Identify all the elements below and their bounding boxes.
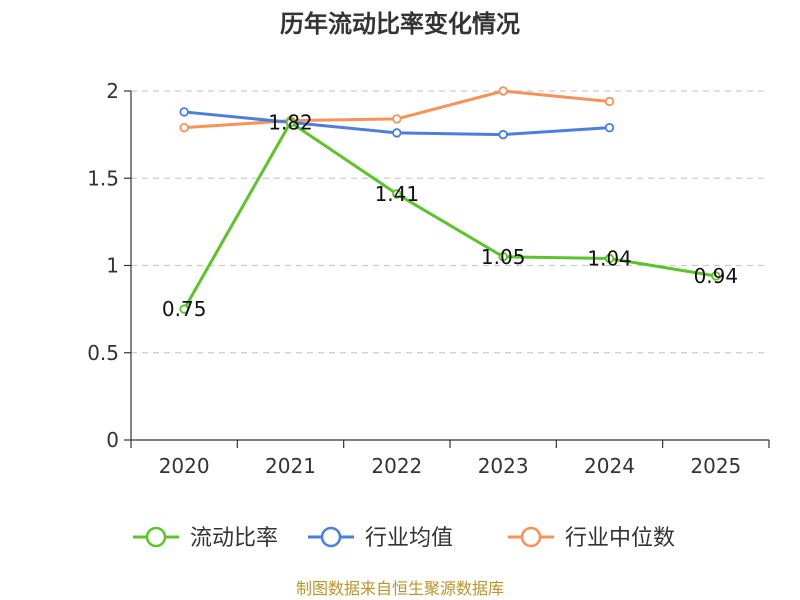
series-0-point-2024 — [604, 253, 615, 264]
x-tick-label-2024: 2024 — [584, 454, 635, 478]
series-0-point-2020 — [179, 304, 189, 314]
x-tick-label-2025: 2025 — [690, 454, 741, 478]
data-label-2022: 1.41 — [375, 182, 420, 206]
legend-item-1: 行业均值 — [308, 526, 453, 551]
series-line-0 — [182, 120, 717, 310]
series-2-point-2020 — [179, 122, 189, 133]
series-0-point-2025 — [711, 271, 721, 281]
y-tick-label-3: 1.5 — [87, 166, 119, 190]
y-tick-label-1: 0.5 — [87, 341, 119, 365]
series-0-point-2022 — [392, 189, 402, 199]
series-0-point-2023 — [498, 252, 508, 262]
legend: 流动比率 行业均值 行业中位数 — [133, 526, 675, 551]
legend-swatch-marker-0 — [145, 526, 167, 548]
series-1-point-2022 — [392, 128, 402, 138]
series-2 — [179, 86, 615, 133]
series-0 — [179, 117, 721, 314]
x-tick-label-2021: 2021 — [265, 454, 316, 478]
y-tick-label-2: 1 — [106, 254, 119, 278]
series-2-point-2024 — [604, 96, 615, 107]
x-tick-label-2022: 2022 — [371, 454, 422, 478]
series-2-point-2023 — [498, 86, 508, 96]
data-label-2025: 0.94 — [694, 264, 739, 288]
y-tick-label-4: 2 — [106, 79, 119, 103]
series-1-point-2024 — [604, 122, 615, 133]
data-label-2023: 1.05 — [481, 245, 526, 269]
legend-label-0: 流动比率 — [190, 526, 278, 551]
legend-item-2: 行业中位数 — [508, 526, 675, 551]
chart-title: 历年流动比率变化情况 — [280, 10, 520, 38]
grid-lines — [131, 90, 769, 354]
series-2-point-2022 — [392, 114, 402, 124]
legend-swatch-marker-2 — [520, 526, 542, 548]
data-labels: 0.75 1.82 1.41 1.05 1.04 0.94 — [162, 110, 738, 321]
legend-label-2: 行业中位数 — [565, 526, 675, 551]
x-tick-label-2020: 2020 — [159, 454, 210, 478]
series-0-point-2021 — [285, 117, 296, 128]
data-label-2020: 0.75 — [162, 297, 207, 321]
legend-swatch-marker-1 — [320, 526, 342, 548]
axes: 0 0.5 1 1.5 2 2020 2021 2022 2023 2024 2025 — [87, 79, 770, 478]
source-note: 制图数据来自恒生聚源数据库 — [296, 579, 504, 598]
series-1-point-2023 — [498, 129, 508, 140]
series-layer — [179, 86, 721, 314]
data-label-2024: 1.04 — [587, 247, 632, 271]
data-label-2021: 1.82 — [268, 110, 313, 134]
legend-item-0: 流动比率 — [133, 526, 278, 551]
x-tick-label-2023: 2023 — [478, 454, 529, 478]
series-1-point-2020 — [179, 107, 189, 117]
legend-label-1: 行业均值 — [365, 526, 453, 551]
y-tick-label-0: 0 — [106, 428, 119, 452]
